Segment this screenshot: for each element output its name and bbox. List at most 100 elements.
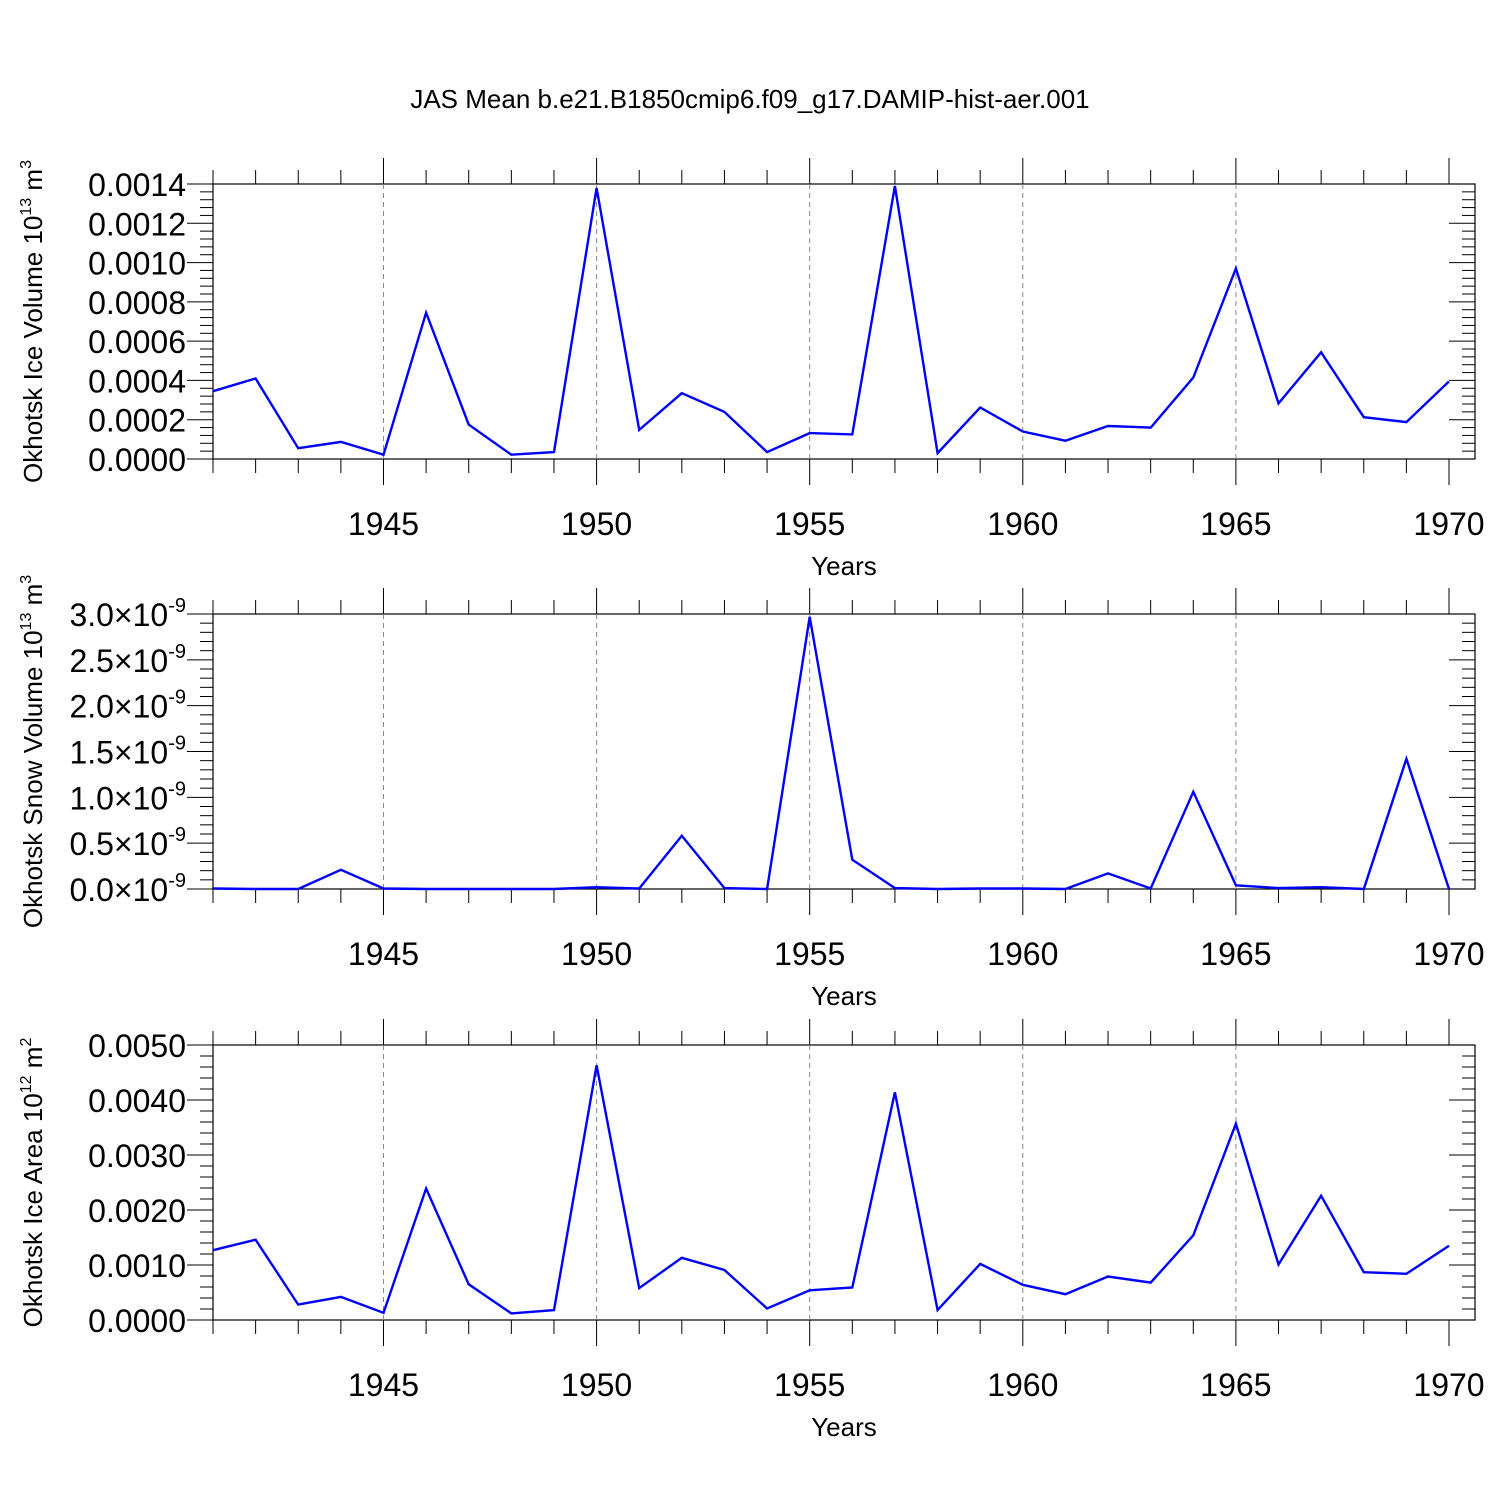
data-point <box>1277 1262 1281 1266</box>
x-tick-label: 1965 <box>1200 936 1271 972</box>
y-tick-label: 0.0050 <box>88 1028 186 1064</box>
y-tick-label: 0.0014 <box>88 167 186 203</box>
data-point <box>850 432 854 436</box>
data-point <box>765 887 769 891</box>
plot-frame <box>212 183 1476 460</box>
y-tick-label: 0.0004 <box>88 363 186 399</box>
data-point <box>1021 1283 1025 1287</box>
plot-frame <box>212 613 1476 890</box>
x-tick-label: 1955 <box>774 936 845 972</box>
data-point <box>978 1262 982 1266</box>
x-tick-label: 1945 <box>348 506 419 542</box>
x-tick-label: 1960 <box>987 936 1058 972</box>
x-tick-label: 1970 <box>1413 506 1484 542</box>
y-tick-exponent: -9 <box>168 824 186 846</box>
y-tick-label: 0.0006 <box>88 324 186 360</box>
data-point <box>680 391 684 395</box>
data-point <box>936 1308 940 1312</box>
y-tick-label: 0.0010 <box>88 1248 186 1284</box>
data-point <box>595 186 599 190</box>
data-point <box>850 858 854 862</box>
data-point <box>595 885 599 889</box>
data-point <box>1362 887 1366 891</box>
data-point <box>1362 415 1366 419</box>
data-point <box>680 1256 684 1260</box>
data-point <box>1404 1272 1408 1276</box>
data-point <box>1106 1275 1110 1279</box>
data-point <box>1021 887 1025 891</box>
data-point <box>381 453 385 457</box>
data-point <box>254 887 258 891</box>
series-line <box>212 1065 1450 1315</box>
x-tick-label: 1955 <box>774 506 845 542</box>
data-point <box>1362 1270 1366 1274</box>
data-point <box>509 887 513 891</box>
data-point <box>978 887 982 891</box>
y-tick-label: 0.0×10-9 <box>69 870 186 908</box>
data-point <box>1319 350 1323 354</box>
data-point <box>978 406 982 410</box>
data-point <box>680 834 684 838</box>
y-tick-label: 0.0040 <box>88 1083 186 1119</box>
y-tick-label: 0.5×10-9 <box>69 824 186 862</box>
x-tick-label: 1945 <box>348 936 419 972</box>
x-tick-label: 1970 <box>1413 1367 1484 1403</box>
data-point <box>893 184 897 188</box>
x-tick-label: 1960 <box>987 506 1058 542</box>
data-point <box>424 887 428 891</box>
y-tick-exponent: -9 <box>168 870 186 892</box>
y-tick-multiplier: ×10 <box>114 643 168 679</box>
data-point <box>1149 887 1153 891</box>
x-tick-label: 1950 <box>561 1367 632 1403</box>
y-tick-multiplier: ×10 <box>114 597 168 633</box>
data-point <box>211 887 215 891</box>
data-point <box>1063 887 1067 891</box>
data-point <box>1106 424 1110 428</box>
y-tick-multiplier: ×10 <box>114 872 168 908</box>
data-point <box>1234 266 1238 270</box>
data-point <box>552 1308 556 1312</box>
x-tick-label: 1945 <box>348 1367 419 1403</box>
data-point <box>254 1238 258 1242</box>
data-point <box>765 1306 769 1310</box>
x-tick-label: 1955 <box>774 1367 845 1403</box>
y-tick-label: 1.0×10-9 <box>69 778 186 816</box>
data-point <box>296 887 300 891</box>
y-tick-label: 0.0020 <box>88 1193 186 1229</box>
y-tick-exponent: -9 <box>168 641 186 663</box>
data-point <box>381 887 385 891</box>
data-point <box>893 886 897 890</box>
x-tick-label: 1965 <box>1200 1367 1271 1403</box>
x-axis-label: Years <box>811 1412 877 1442</box>
y-tick-label: 2.5×10-9 <box>69 641 186 679</box>
data-point <box>467 887 471 891</box>
plot-frame <box>212 1044 1476 1321</box>
data-point <box>339 440 343 444</box>
panel-snow-volume: 1945 1950 1955 1960 1965 1970 Years 0.0×10-9 0.5… <box>18 575 1485 1011</box>
data-point <box>1404 757 1408 761</box>
y-tick-label: 3.0×10-9 <box>69 595 186 633</box>
series-line <box>212 616 1451 891</box>
data-point <box>850 1286 854 1290</box>
data-point <box>808 431 812 435</box>
data-point <box>808 1288 812 1292</box>
data-point <box>637 1286 641 1290</box>
data-point <box>296 1303 300 1307</box>
data-point <box>1063 1292 1067 1296</box>
x-axis-label: Years <box>811 551 877 581</box>
data-point <box>1447 887 1451 891</box>
data-point <box>1063 439 1067 443</box>
data-point <box>1191 375 1195 379</box>
panel-ice-area: 1945 1950 1955 1960 1965 1970 Years 0.0000 0.001… <box>18 1019 1485 1442</box>
data-point <box>509 1311 513 1315</box>
y-tick-label: 0.0000 <box>88 442 186 478</box>
y-tick-multiplier: ×10 <box>114 689 168 725</box>
data-point <box>424 311 428 315</box>
y-tick-multiplier: ×10 <box>114 826 168 862</box>
y-tick-exponent: -9 <box>168 595 186 617</box>
y-tick-label: 0.0002 <box>88 403 186 439</box>
data-point <box>381 1311 385 1315</box>
data-point <box>296 446 300 450</box>
data-point <box>1234 883 1238 887</box>
